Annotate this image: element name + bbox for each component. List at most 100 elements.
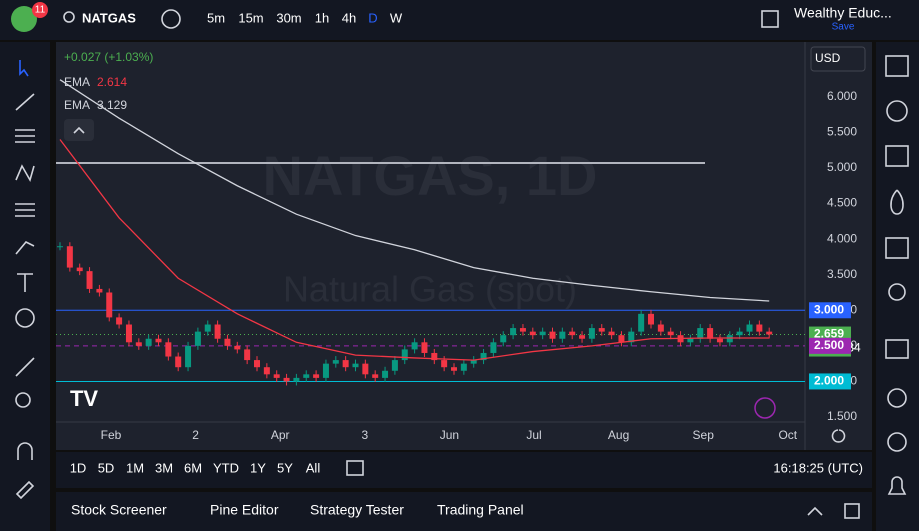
interval[interactable]: W (390, 10, 403, 25)
candle (707, 328, 713, 339)
candle (687, 339, 693, 343)
range-button[interactable]: All (306, 460, 321, 475)
candle (392, 360, 398, 371)
interval[interactable]: 30m (276, 10, 301, 25)
x-tick-label: Aug (608, 428, 629, 442)
candle (412, 342, 418, 349)
indicator-name: EMA (64, 75, 90, 89)
candle (540, 332, 546, 336)
candle (254, 360, 260, 367)
interval[interactable]: 5m (207, 10, 225, 25)
y-tick-label: 3.500 (827, 267, 857, 281)
range-button[interactable]: 5D (98, 460, 115, 475)
candle (609, 332, 615, 336)
candle (372, 374, 378, 378)
candle (697, 328, 703, 339)
interval[interactable]: 4h (342, 10, 356, 25)
candle (156, 339, 162, 343)
candle (599, 328, 605, 332)
y-tick-label: 1.500 (827, 409, 857, 423)
candle (323, 364, 329, 378)
candle (441, 360, 447, 367)
panel-tab[interactable]: Strategy Tester (310, 502, 404, 518)
watermark-subtitle: Natural Gas (spot) (283, 269, 577, 310)
interval[interactable]: 15m (238, 10, 263, 25)
save-label[interactable]: Save (832, 22, 855, 33)
range-button[interactable]: YTD (213, 460, 239, 475)
x-tick-label: 3 (361, 428, 368, 442)
candle (589, 328, 595, 339)
right-toolbar (876, 42, 919, 531)
candle (658, 325, 664, 332)
candle (185, 346, 191, 367)
price-label: 3.000 (814, 302, 844, 316)
range-button[interactable]: 1M (126, 460, 144, 475)
candle (343, 360, 349, 367)
range-button[interactable]: 1Y (250, 460, 266, 475)
candle (195, 332, 201, 346)
panel-tab[interactable]: Pine Editor (210, 502, 279, 518)
interval[interactable]: D (368, 10, 377, 25)
top-toolbar (0, 0, 919, 40)
symbol[interactable]: NATGAS (82, 10, 136, 25)
chart-pane (56, 42, 872, 450)
y-tick-label: 5.000 (827, 160, 857, 174)
panel-tab[interactable]: Stock Screener (71, 502, 167, 518)
candle (756, 325, 762, 332)
candle (165, 342, 171, 356)
candle (559, 332, 565, 339)
x-tick-label: Oct (778, 428, 797, 442)
y-tick-label: 4.500 (827, 196, 857, 210)
candle (274, 374, 280, 378)
interval[interactable]: 1h (315, 10, 329, 25)
candle (638, 314, 644, 332)
candle (215, 325, 221, 339)
candle (175, 357, 181, 368)
x-tick-label: Jul (526, 428, 541, 442)
tv-logo[interactable]: TV (70, 386, 98, 411)
badge-count: 11 (35, 5, 46, 16)
candle (717, 339, 723, 343)
collapse-button[interactable] (64, 119, 94, 141)
panel-tab[interactable]: Trading Panel (437, 502, 524, 518)
candle (284, 378, 290, 382)
candle (264, 367, 270, 374)
candle (766, 332, 772, 335)
candle (737, 332, 743, 336)
candle (146, 339, 152, 346)
candle (106, 292, 112, 317)
candle (116, 317, 122, 324)
currency: USD (815, 51, 841, 65)
candle (500, 335, 506, 342)
candle (234, 346, 240, 350)
range-button[interactable]: 6M (184, 460, 202, 475)
candle (362, 364, 368, 375)
candle (205, 325, 211, 332)
candle (96, 289, 102, 293)
bottom-bar (56, 452, 872, 488)
clock: 16:18:25 (UTC) (773, 460, 863, 475)
indicator-name: EMA (64, 98, 90, 112)
candle (313, 374, 319, 378)
change: +0.027 (+1.03%) (64, 50, 153, 64)
candle (136, 342, 142, 346)
range-button[interactable]: 3M (155, 460, 173, 475)
candle (569, 332, 575, 336)
candle (618, 335, 624, 342)
candle (303, 374, 309, 378)
layout-name[interactable]: Wealthy Educ... (794, 5, 892, 21)
range-button[interactable]: 1D (70, 460, 87, 475)
x-tick-label: Jun (440, 428, 459, 442)
x-tick-label: 2 (192, 428, 199, 442)
indicator-value: 2.614 (97, 75, 127, 89)
candle (57, 246, 63, 247)
range-button[interactable]: 5Y (277, 460, 293, 475)
candle (421, 342, 427, 353)
candle (668, 332, 674, 336)
candle (520, 328, 526, 332)
candle (402, 349, 408, 360)
candle (293, 378, 299, 382)
candle (550, 332, 556, 339)
candle (244, 349, 250, 360)
